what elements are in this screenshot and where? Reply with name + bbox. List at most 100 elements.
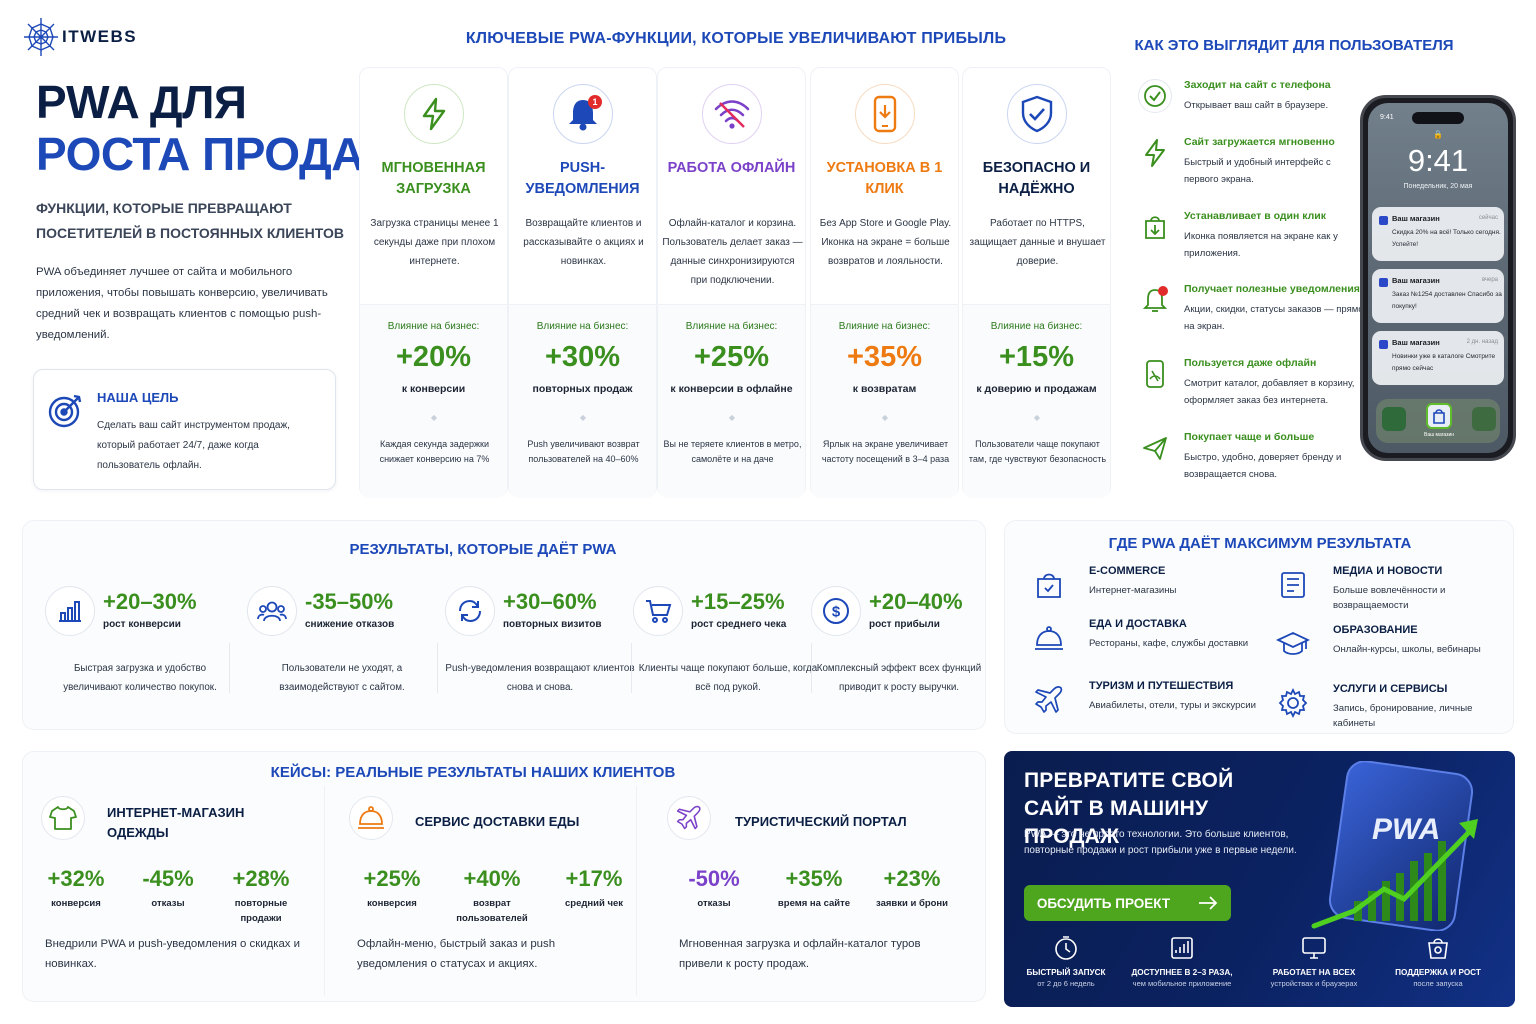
notification-card[interactable]: Ваш магазин вчера Заказ №1254 доставлен … (1372, 269, 1504, 323)
target-icon (46, 390, 86, 430)
smartphone-icon (855, 84, 915, 144)
cart-icon (633, 586, 683, 636)
lock-icon: 🔒 (1433, 130, 1443, 139)
bell-badge: 1 (592, 97, 597, 107)
user-step-desc: Быстро, удобно, доверяет бренду и возвра… (1184, 452, 1342, 480)
cloche-icon (1031, 620, 1067, 656)
hero-title-line2: РОСТА ПРОДАЖ (36, 128, 406, 180)
goal-card: НАША ЦЕЛЬ Сделать ваш сайт инструментом … (33, 369, 336, 490)
case-name: ИНТЕРНЕТ-МАГАЗИН ОДЕЖДЫ (107, 805, 245, 840)
feature-impact: Влияние на бизнес: +15% к доверию и прод… (963, 304, 1110, 498)
download-bag-icon (1138, 210, 1172, 244)
feature-card-install: УСТАНОВКА В 1 КЛИК Без App Store и Googl… (810, 67, 959, 498)
notification-text: Заказ №1254 доставлен Спасибо за покупку… (1392, 291, 1502, 310)
separator-dot: ◆ (1033, 413, 1041, 422)
notification-time: 2 дн. назад (1466, 339, 1498, 345)
impact-value: +30% (545, 341, 620, 373)
discuss-project-button[interactable]: ОБСУДИТЬ ПРОЕКТ (1024, 885, 1231, 921)
result-value: +15–25% (691, 589, 785, 614)
shopping-bag-icon (1031, 567, 1067, 603)
separator-dot: ◆ (728, 413, 736, 422)
shield-icon (1007, 84, 1067, 144)
feature-impact: Влияние на бизнес: +35% к возвратам ◆ Яр… (811, 304, 958, 498)
impact-note: Каждая секунда задержки снижает конверси… (379, 439, 490, 464)
cta-feature-title: ДОСТУПНЕЕ В 2–3 РАЗА, (1131, 968, 1233, 977)
result-value: +30–60% (503, 589, 597, 614)
case-desc: Мгновенная загрузка и офлайн-каталог тур… (679, 938, 921, 970)
offline-phone-icon (1138, 357, 1172, 391)
phone-mockup: 9:41 🔒 9:41 Понедельник, 20 мая Ваш мага… (1360, 95, 1516, 461)
feature-desc: Работает по HTTPS, защищает данные и вну… (969, 218, 1106, 267)
cloche-icon (349, 796, 393, 840)
case-metric-value: +17% (565, 866, 623, 891)
cta-feature-title: ПОДДЕРЖКА И РОСТ (1395, 968, 1481, 977)
phone-logo: PWA (1372, 813, 1440, 846)
phone-app-icon[interactable] (1382, 407, 1406, 431)
cta-feature-desc: после запуска (1413, 979, 1463, 988)
industry-title: МЕДИА И НОВОСТИ (1333, 565, 1443, 577)
impact-note: Пользователи чаще покупают там, где чувс… (968, 439, 1107, 464)
cta-feature-desc: от 2 до 6 недель (1037, 979, 1095, 988)
arrow-right-icon (1199, 896, 1218, 910)
result-label: рост конверсии (103, 619, 181, 630)
feature-desc: Офлайн-каталог и корзина. Пользователь д… (662, 218, 803, 286)
feature-desc: Возвращайте клиентов и рассказывайте о а… (523, 218, 644, 267)
user-step-title: Получает полезные уведомления (1184, 283, 1360, 295)
feature-card-secure: БЕЗОПАСНО И НАДЁЖНО Работает по HTTPS, з… (962, 67, 1111, 498)
feature-impact: Влияние на бизнес: +20% к конверсии ◆ Ка… (360, 304, 507, 498)
notification-card[interactable]: Ваш магазин сейчас Скидка 20% на всё! То… (1372, 207, 1504, 261)
case-name: СЕРВИС ДОСТАВКИ ЕДЫ (415, 814, 580, 829)
notification-time: вчера (1481, 277, 1498, 283)
case-metric-value: -50% (688, 866, 740, 891)
cta-banner: PWA ПРЕВРАТИТЕ СВОЙ САЙТ В МАШИНУ ПРОДАЖ… (1004, 751, 1515, 1007)
industry-title: ОБРАЗОВАНИЕ (1333, 624, 1418, 636)
case-metric-label: отказы (697, 898, 731, 909)
impact-value: +35% (847, 341, 922, 373)
cta-feature: БЫСТРЫЙ ЗАПУСК от 2 до 6 недель (1006, 935, 1126, 988)
feature-desc: Загрузка страницы менее 1 секунды даже п… (370, 218, 499, 267)
impact-label: Влияние на бизнес: (387, 321, 480, 332)
result-label: снижение отказов (305, 619, 395, 630)
support-icon (1428, 938, 1448, 959)
feature-impact: Влияние на бизнес: +25% к конверсии в оф… (658, 304, 805, 498)
feature-name: РАБОТА ОФЛАЙН (667, 160, 796, 176)
svg-text:$: $ (832, 604, 841, 621)
case-metric-value: +23% (883, 866, 941, 891)
lock-time: 9:41 (1407, 143, 1469, 178)
impact-note: Вы не теряете клиентов в метро, самолёте… (663, 439, 802, 464)
case-card: СЕРВИС ДОСТАВКИ ЕДЫ +25% конверсия +40% … (335, 786, 637, 996)
case-metric-label: время на сайте (777, 898, 851, 909)
industry-desc: Рестораны, кафе, службы доставки (1089, 638, 1249, 649)
user-section-title: КАК ЭТО ВЫГЛЯДИТ ДЛЯ ПОЛЬЗОВАТЕЛЯ (1134, 37, 1454, 54)
app-icon (1379, 216, 1388, 225)
case-desc: Внедрили PWA и push-уведомления о скидка… (45, 938, 301, 970)
notification-text: Скидка 20% на всё! Только сегодня. Успей… (1392, 229, 1501, 248)
case-metric-value: -45% (142, 866, 194, 891)
result-label: повторных визитов (503, 619, 602, 630)
case-metric-value: +28% (232, 866, 290, 891)
hero-title: PWA ДЛЯ РОСТА ПРОДАЖ (36, 76, 406, 180)
notification-time: сейчас (1478, 215, 1498, 221)
bell-icon (1138, 283, 1172, 317)
user-step-desc: Быстрый и удобный интерфейс с первого эк… (1184, 157, 1331, 185)
check-circle-icon (1138, 79, 1172, 113)
cta-feature-title: БЫСТРЫЙ ЗАПУСК (1026, 968, 1106, 977)
case-name: ТУРИСТИЧЕСКИЙ ПОРТАЛ (735, 814, 907, 829)
user-step-desc: Открывает ваш сайт в браузере. (1184, 100, 1329, 111)
impact-value-label: повторных продаж (532, 383, 633, 395)
feature-name: УСТАНОВКА В 1 КЛИК (826, 160, 943, 197)
impact-value-label: к конверсии в офлайне (670, 383, 793, 395)
notification-card[interactable]: Ваш магазин 2 дн. назад Новинки уже в ка… (1372, 331, 1504, 385)
phone-app-icon[interactable] (1472, 407, 1496, 431)
shop-app-icon[interactable] (1426, 403, 1452, 429)
result-value: -35–50% (305, 589, 394, 614)
phone-dock: Ваш магазин (1376, 399, 1500, 443)
results-section: РЕЗУЛЬТАТЫ, КОТОРЫЕ ДАЁТ PWA +20–30% рос… (22, 520, 986, 730)
industry-desc: Интернет-магазины (1089, 585, 1177, 596)
industry-desc: Запись, бронирование, личные кабинеты (1333, 703, 1473, 729)
graduation-cap-icon (1275, 626, 1311, 662)
brand-logo[interactable]: ITWEBS (22, 16, 137, 58)
result-value: +20–40% (869, 589, 963, 614)
separator-dot: ◆ (430, 413, 438, 422)
notification-app: Ваш магазин (1392, 338, 1440, 347)
